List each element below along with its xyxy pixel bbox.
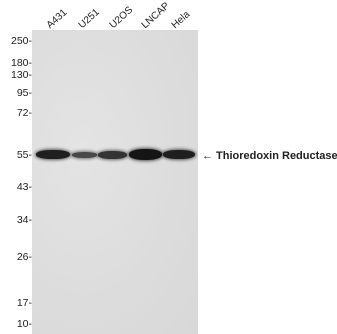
blot-membrane [32, 30, 198, 334]
marker-55: 55- [16, 149, 32, 161]
marker-180: 180- [10, 57, 32, 69]
marker-250: 250- [10, 35, 32, 47]
lane-label-a431: A431 [44, 7, 70, 31]
marker-10: 10- [16, 318, 32, 330]
lane-labels: A431 U251 U2OS LNCAP Hela [0, 0, 337, 34]
left-arrow-icon: ← [202, 150, 213, 162]
band-hela [163, 150, 195, 159]
band-u251 [72, 152, 97, 158]
lane-label-hela: Hela [169, 9, 193, 31]
marker-72: 72- [16, 107, 32, 119]
marker-34: 34- [16, 214, 32, 226]
marker-26: 26- [16, 251, 32, 263]
band-lncap [129, 149, 162, 160]
marker-95: 95- [16, 87, 32, 99]
marker-43: 43- [16, 181, 32, 193]
marker-17: 17- [16, 297, 32, 309]
band-u2os [98, 151, 127, 159]
band-a431 [36, 150, 70, 159]
marker-130: 130- [10, 69, 32, 81]
lane-label-u251: U251 [76, 6, 102, 32]
target-protein-label: Thioredoxin Reductase 2 [216, 150, 337, 162]
molecular-weight-ladder: 250- 180- 130- 95- 72- 55- 43- 34- 26- 1… [0, 0, 32, 334]
target-annotation: ← Thioredoxin Reductase 2 [202, 149, 337, 163]
lane-label-u2os: U2OS [107, 4, 136, 32]
lane-label-lncap: LNCAP [139, 0, 172, 32]
